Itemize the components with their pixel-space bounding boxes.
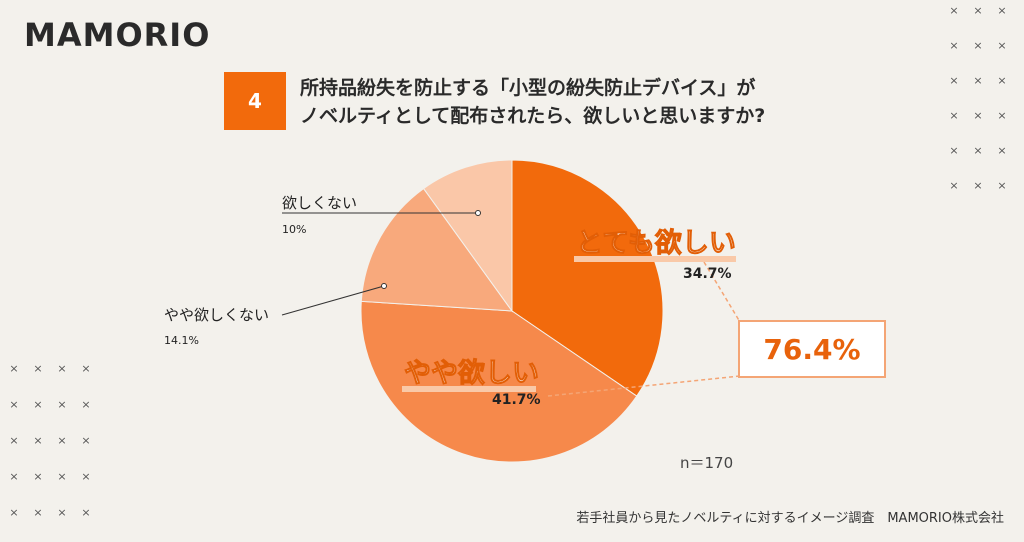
question-line-2: ノベルティとして配布されたら、欲しいと思いますか? — [300, 105, 766, 127]
total-want-callout: 76.4% — [738, 320, 886, 378]
leader-dot-somewhat-not-want — [381, 283, 387, 289]
slice-label-very-want: とても欲しい — [576, 228, 736, 259]
pie-slice-2 — [360, 187, 514, 312]
slice-label-somewhat-not-want: やや欲しくない — [164, 306, 269, 324]
slice-label-somewhat-want: やや欲しい — [404, 358, 539, 389]
decorative-dots-bottom-left: × × × × × × × × × × × × × × × × × × × × — [9, 362, 91, 519]
footer-source: 若手社員から見たノベルティに対するイメージ調査 MAMORIO株式会社 — [576, 511, 1004, 526]
connector-line-top — [703, 261, 741, 323]
slice-value-not-want: 10% — [282, 223, 306, 236]
slice-value-very-want: 34.7% — [683, 266, 732, 282]
pie-slice-1 — [360, 300, 638, 463]
sample-size-note: n＝170 — [680, 454, 734, 472]
slice-label-not-want: 欲しくない — [282, 194, 357, 212]
slice-value-somewhat-not-want: 14.1% — [164, 334, 199, 347]
pie-slice-0 — [511, 159, 664, 397]
question-text: 所持品紛失を防止する「小型の紛失防止デバイス」が ノベルティとして配布されたら、… — [300, 74, 900, 130]
decorative-dots-top-right: × × × × × × × × × × × × × × × × × × — [949, 4, 1007, 192]
leader-dot-not-want — [475, 210, 481, 216]
brand-logo: MAMORIO — [24, 16, 211, 54]
question-line-1: 所持品紛失を防止する「小型の紛失防止デバイス」が — [300, 77, 756, 99]
leader-line-somewhat-not-want — [281, 285, 385, 316]
pie-slice-3 — [422, 159, 513, 313]
question-number-badge: 4 — [224, 72, 286, 130]
slice-value-somewhat-want: 41.7% — [492, 392, 541, 408]
